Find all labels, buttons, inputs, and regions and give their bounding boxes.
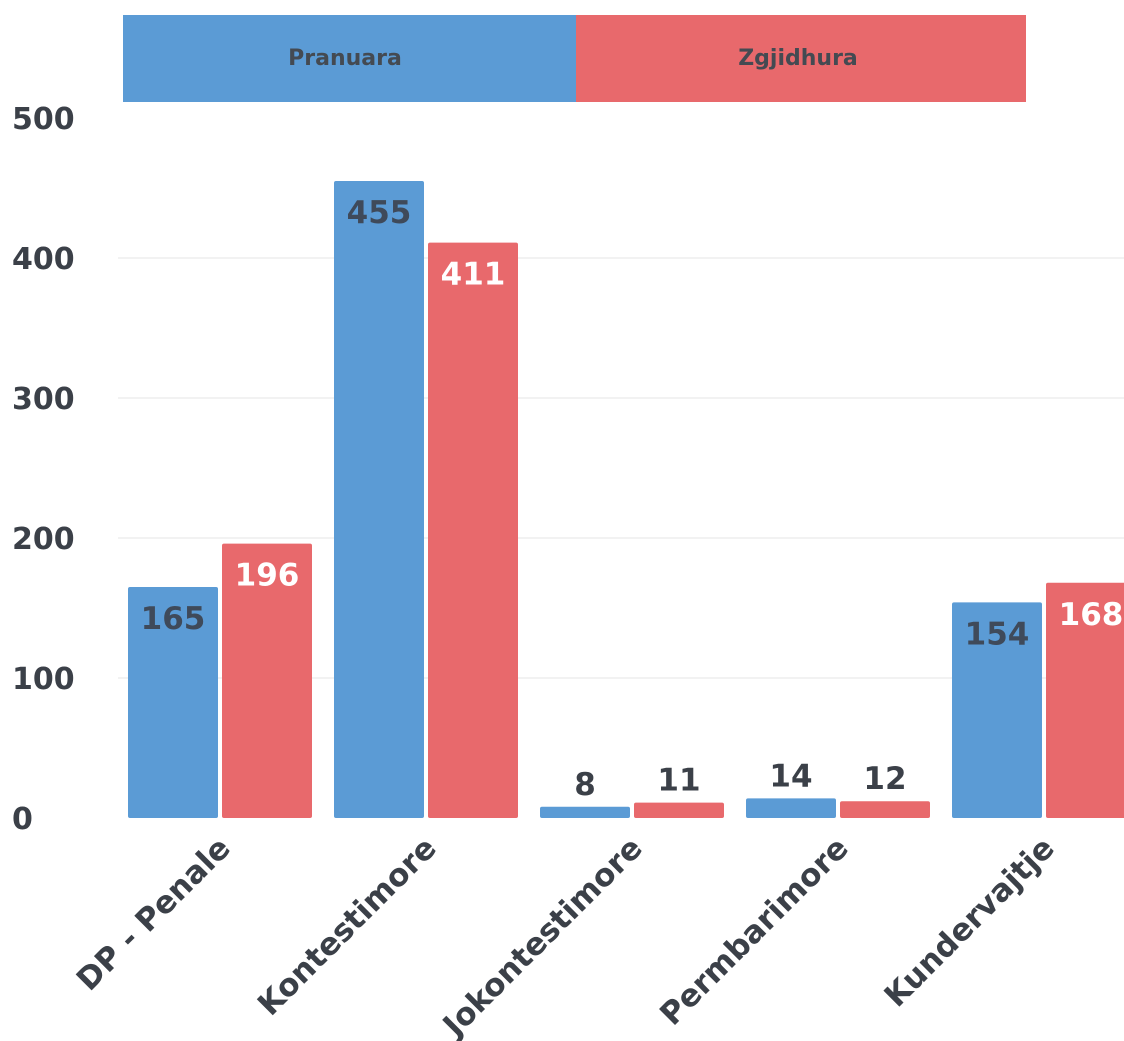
y-tick-label-300: 300 xyxy=(12,382,75,417)
value-label-zgjidhura-4: 168 xyxy=(1059,597,1124,633)
x-tick-label-3: Permbarimore xyxy=(653,830,855,1032)
y-tick-label-200: 200 xyxy=(12,522,75,557)
x-tick-label-1: Kontestimore xyxy=(251,830,444,1023)
legend-label-zgjidhura: Zgjidhura xyxy=(738,46,858,71)
value-label-pranuara-2: 8 xyxy=(574,767,596,803)
value-label-zgjidhura-0: 196 xyxy=(235,558,300,594)
bar-zgjidhura-1[interactable] xyxy=(428,243,518,818)
y-tick-label-0: 0 xyxy=(12,802,33,837)
bar-zgjidhura-2[interactable] xyxy=(634,803,724,818)
bar-zgjidhura-3[interactable] xyxy=(840,801,930,818)
x-tick-label-0: DP - Penale xyxy=(70,830,238,998)
legend: Pranuara Zgjidhura xyxy=(123,15,1026,102)
legend-label-pranuara: Pranuara xyxy=(288,46,402,71)
y-tick-label-100: 100 xyxy=(12,662,75,697)
value-label-pranuara-4: 154 xyxy=(965,616,1030,652)
value-label-zgjidhura-2: 11 xyxy=(657,763,700,799)
value-label-pranuara-1: 455 xyxy=(347,195,412,231)
bar-pranuara-2[interactable] xyxy=(540,807,630,818)
bars xyxy=(128,181,1124,818)
value-label-zgjidhura-1: 411 xyxy=(441,257,506,293)
y-tick-label-400: 400 xyxy=(12,242,75,277)
y-axis: 0 100 200 300 400 500 xyxy=(12,102,75,837)
bar-pranuara-3[interactable] xyxy=(746,798,836,818)
value-label-pranuara-3: 14 xyxy=(769,758,812,794)
x-tick-label-2: Jokontestimore xyxy=(435,830,650,1041)
bar-pranuara-1[interactable] xyxy=(334,181,424,818)
x-tick-label-4: Kundervajtje xyxy=(878,830,1062,1014)
value-label-zgjidhura-3: 12 xyxy=(863,761,906,797)
value-label-pranuara-0: 165 xyxy=(141,601,206,637)
y-tick-label-500: 500 xyxy=(12,102,75,137)
